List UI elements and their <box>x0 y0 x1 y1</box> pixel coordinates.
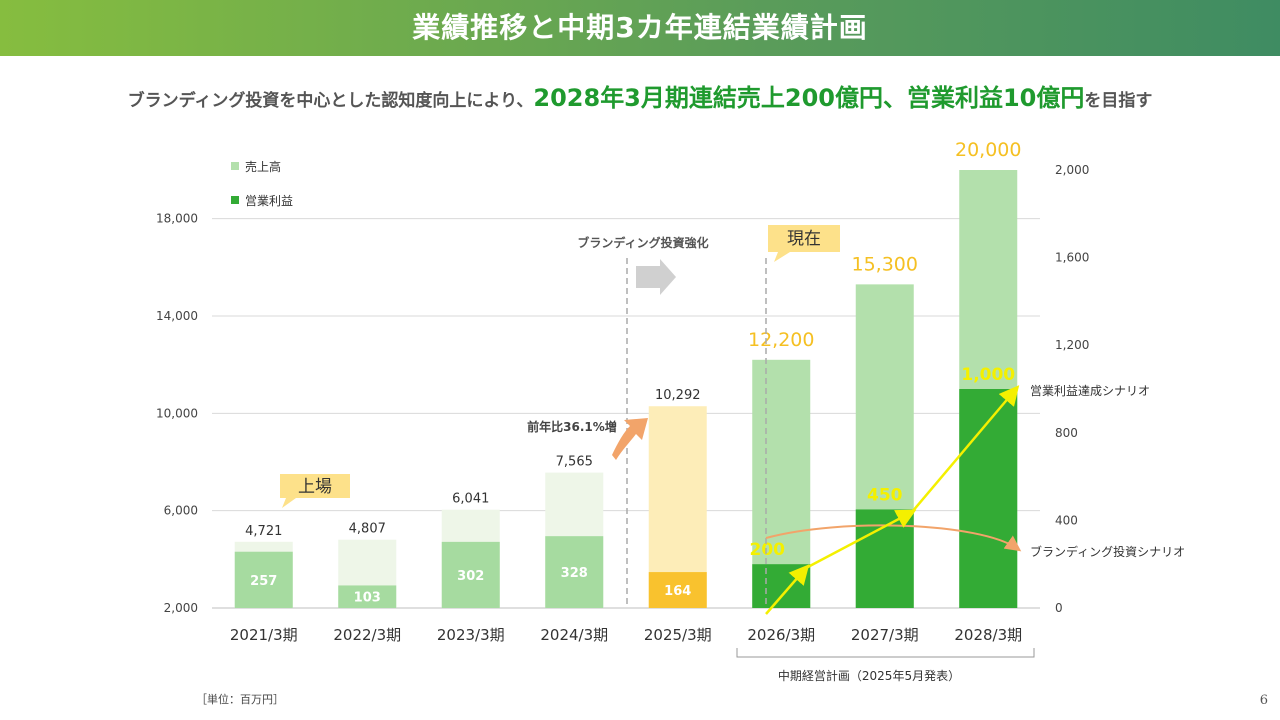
left-axis-tick-label: 18,000 <box>156 212 198 226</box>
profit-bar <box>959 389 1018 608</box>
listing-callout-text: 上場 <box>298 477 332 497</box>
unit-note: ［単位：百万円］ <box>196 693 284 706</box>
x-axis-tick-label: 2027/3期 <box>851 626 919 644</box>
op-scenario-label: 営業利益達成シナリオ <box>1030 384 1150 398</box>
current-callout-text: 現在 <box>787 229 821 249</box>
subtitle: ブランディング投資を中心とした認知度向上により、2028年3月期連結売上200億… <box>0 78 1280 113</box>
legend-label-profit: 営業利益 <box>245 194 293 208</box>
profit-bar <box>752 564 811 608</box>
x-axis-tick-label: 2024/3期 <box>540 626 608 644</box>
sales-value-label: 15,300 <box>852 253 918 275</box>
x-axis-tick-label: 2023/3期 <box>437 626 505 644</box>
left-axis-tick-label: 14,000 <box>156 309 198 323</box>
right-axis-tick-label: 1,200 <box>1055 338 1089 352</box>
x-axis-tick-label: 2028/3期 <box>954 626 1022 644</box>
profit-value-label: 450 <box>867 485 903 505</box>
x-axis-tick-label: 2026/3期 <box>747 626 815 644</box>
profit-value-label: 1,000 <box>961 365 1015 385</box>
right-axis-tick-label: 400 <box>1055 513 1078 527</box>
sales-value-label: 6,041 <box>452 492 489 507</box>
profit-value-label: 164 <box>664 584 691 599</box>
profit-bar <box>648 572 707 608</box>
profit-bar <box>855 509 914 608</box>
profit-bar <box>338 585 397 608</box>
yoy-label: 前年比36.1%増 <box>527 419 617 434</box>
sales-value-label: 12,200 <box>748 329 814 351</box>
op-scenario-arrow-3 <box>911 385 1020 513</box>
branding-investment-label: ブランディング投資強化 <box>577 235 708 250</box>
legend-swatch-profit <box>231 196 239 204</box>
op-scenario-arrow-2 <box>805 509 917 570</box>
x-axis-tick-label: 2022/3期 <box>333 626 401 644</box>
subtitle-part1: ブランディング投資を中心とした認知度向上により、 <box>127 91 534 111</box>
current-callout-bubble <box>768 225 840 262</box>
sales-value-label: 10,292 <box>655 388 701 403</box>
listing-callout-bubble <box>280 474 350 508</box>
profit-value-label: 200 <box>750 540 786 560</box>
x-axis-tick-label: 2025/3期 <box>644 626 712 644</box>
page-number: 6 <box>1259 693 1268 708</box>
profit-value-label: 328 <box>561 566 588 581</box>
plan-bracket-label: 中期経営計画（2025年5月発表） <box>778 668 960 683</box>
right-axis-tick-label: 0 <box>1055 601 1063 615</box>
subtitle-highlight: 2028年3月期連結売上200億円、営業利益10億円 <box>533 84 1085 112</box>
branding-scenario-label: ブランディング投資シナリオ <box>1030 544 1185 559</box>
page-title: 業績推移と中期3カ年連結業績計画 <box>412 11 868 44</box>
right-axis-tick-label: 800 <box>1055 426 1078 440</box>
sales-value-label: 4,807 <box>349 522 386 537</box>
branding-arrow-icon <box>636 259 676 295</box>
sales-value-label: 20,000 <box>955 139 1021 161</box>
legend-label-sales: 売上高 <box>245 159 281 174</box>
legend-swatch-sales <box>231 162 239 170</box>
plan-bracket <box>736 648 1035 658</box>
profit-value-label: 103 <box>354 591 381 606</box>
profit-value-label: 302 <box>457 569 484 584</box>
left-axis-tick-label: 2,000 <box>164 601 198 615</box>
profit-bar <box>545 536 604 608</box>
profit-value-label: 257 <box>250 574 277 589</box>
subtitle-part2: を目指す <box>1084 91 1153 111</box>
sales-value-label: 7,565 <box>556 455 593 470</box>
right-axis-tick-label: 1,600 <box>1055 251 1089 265</box>
profit-bar <box>234 551 293 608</box>
title-bar <box>0 0 1280 56</box>
left-axis-tick-label: 6,000 <box>164 504 198 518</box>
left-axis-tick-label: 10,000 <box>156 406 198 420</box>
x-axis-tick-label: 2021/3期 <box>230 626 298 644</box>
yoy-arrow-icon <box>612 418 648 460</box>
profit-bar <box>441 541 500 608</box>
right-axis-tick-label: 2,000 <box>1055 163 1089 177</box>
op-scenario-arrow-1 <box>765 564 810 615</box>
sales-value-label: 4,721 <box>245 524 282 539</box>
